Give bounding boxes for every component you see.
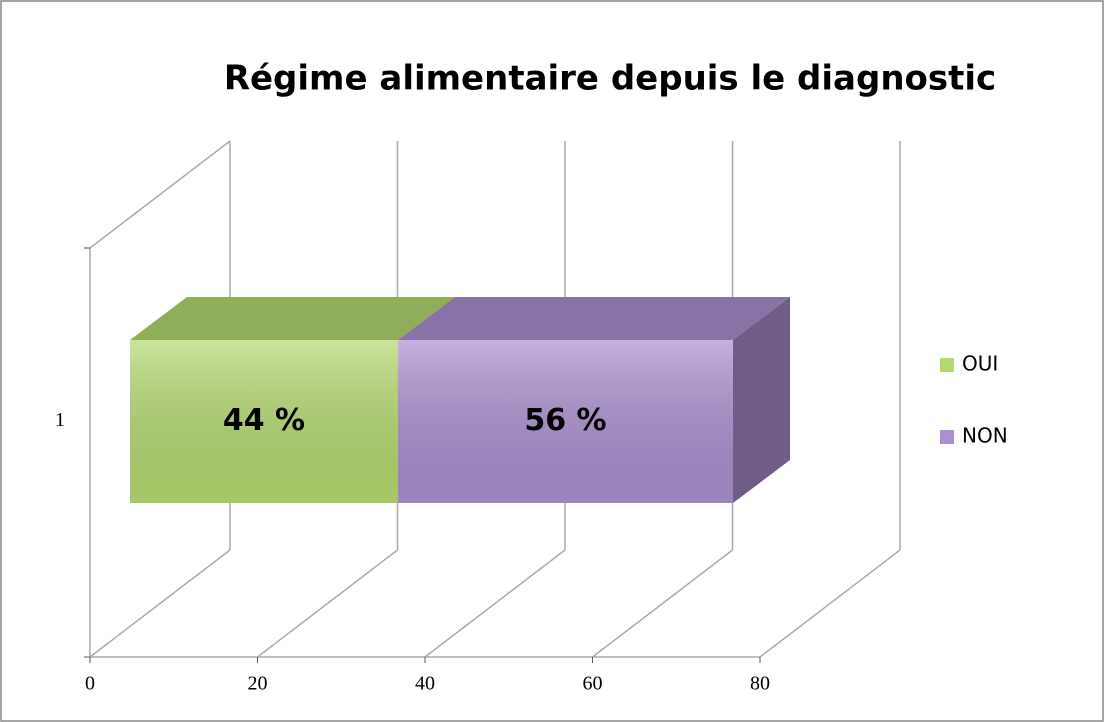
grid-line (592, 549, 733, 658)
legend-swatch (940, 358, 954, 372)
bar-top (398, 297, 790, 340)
bar-top-shade (130, 297, 455, 340)
bar-side-shade (733, 297, 790, 503)
bar-top (130, 297, 455, 340)
grid-line (257, 549, 398, 658)
chart-title: Régime alimentaire depuis le diagnostic (224, 59, 996, 99)
x-tick-label: 20 (248, 673, 268, 695)
bar-side (733, 297, 790, 503)
grid-line (89, 549, 231, 658)
grid-line (424, 549, 566, 658)
y-tick-label: 1 (55, 409, 65, 431)
bar-top-shade (398, 297, 790, 340)
x-tick-label: 80 (750, 673, 770, 695)
data-label: 56 % (524, 403, 606, 438)
x-tick-label: 60 (583, 673, 603, 695)
data-label: 44 % (223, 403, 305, 438)
x-tick-label: 40 (415, 673, 435, 695)
legend-label: NON (962, 424, 1008, 448)
bar-shine (130, 340, 398, 503)
grid-line (759, 549, 901, 658)
legend-swatch (940, 430, 954, 444)
wall-edge (89, 140, 231, 249)
bar-shine (398, 340, 733, 503)
legend-label: OUI (962, 352, 998, 376)
x-tick-label: 0 (85, 673, 95, 695)
